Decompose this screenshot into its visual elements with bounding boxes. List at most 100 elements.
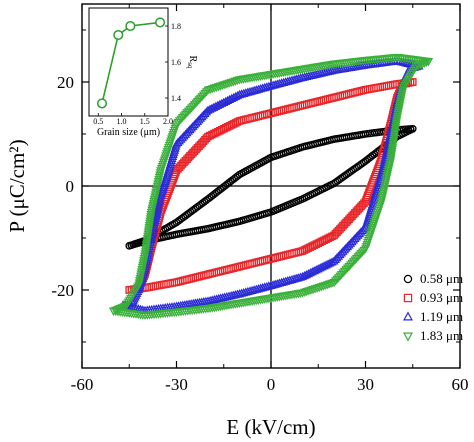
inset-series-line xyxy=(101,21,161,104)
legend-label: 0.93 μm xyxy=(420,290,463,305)
data-point xyxy=(386,154,396,163)
data-point xyxy=(299,270,310,280)
data-point xyxy=(313,264,323,273)
data-point xyxy=(390,126,400,135)
inset-x-axis-title: Grain size (μm) xyxy=(97,127,160,138)
data-point xyxy=(391,121,401,131)
data-point xyxy=(327,257,337,266)
x-tick-label: 30 xyxy=(357,375,374,394)
inset-x-tick-label: 2.0 xyxy=(163,117,173,126)
data-point xyxy=(125,242,134,250)
data-point xyxy=(383,169,393,179)
data-point xyxy=(205,85,215,95)
legend-marker xyxy=(403,274,413,284)
data-point xyxy=(331,178,340,186)
data-point xyxy=(220,81,230,90)
data-point xyxy=(398,84,408,93)
data-point xyxy=(386,152,396,161)
legend-label: 0.58 μm xyxy=(420,271,463,286)
data-point xyxy=(397,88,407,97)
x-tick-label: -30 xyxy=(165,375,188,394)
data-point xyxy=(392,115,402,124)
data-point xyxy=(394,106,404,115)
data-point xyxy=(108,307,119,316)
data-point xyxy=(379,187,389,196)
data-point xyxy=(207,85,217,94)
data-point xyxy=(393,108,403,117)
data-point xyxy=(152,206,162,215)
x-tick-label: 60 xyxy=(452,375,469,394)
data-point xyxy=(396,95,406,104)
y-tick-label: 20 xyxy=(57,73,74,92)
y-tick-label: 0 xyxy=(66,177,75,196)
inset-x-tick-label: 0.5 xyxy=(93,117,103,126)
inset-data-point xyxy=(155,17,166,28)
data-point xyxy=(228,78,238,87)
legend-marker xyxy=(403,311,413,321)
data-point xyxy=(385,161,395,170)
data-point xyxy=(382,174,392,183)
data-point xyxy=(311,265,321,274)
inset-data-point xyxy=(125,20,136,32)
data-point xyxy=(378,191,388,201)
data-point xyxy=(222,80,232,89)
data-point xyxy=(389,134,399,144)
data-point xyxy=(390,128,400,137)
data-point xyxy=(392,117,402,126)
data-point xyxy=(305,268,315,277)
data-point xyxy=(397,90,407,99)
y-tick-label: -20 xyxy=(51,281,74,300)
data-point xyxy=(380,183,390,192)
x-axis-title: E (kV/cm) xyxy=(226,415,315,439)
x-tick-label: -60 xyxy=(71,375,94,394)
data-point xyxy=(315,263,325,272)
inset-x-tick-label: 1.5 xyxy=(140,117,150,126)
data-point xyxy=(388,139,398,148)
data-point xyxy=(154,197,164,207)
data-point xyxy=(393,110,403,120)
legend-label: 1.19 μm xyxy=(420,309,463,324)
data-point xyxy=(307,267,317,276)
data-point xyxy=(380,180,390,190)
legend-marker xyxy=(403,332,413,342)
data-point xyxy=(224,79,234,88)
inset-y-tick-label: 1.8 xyxy=(171,22,181,31)
data-point xyxy=(381,176,391,185)
data-point xyxy=(232,76,242,86)
data-point xyxy=(384,165,394,174)
data-point xyxy=(153,202,163,211)
data-point xyxy=(391,123,401,133)
data-point xyxy=(388,143,398,152)
data-point xyxy=(325,258,335,267)
data-point xyxy=(390,130,400,139)
data-point xyxy=(119,303,129,312)
data-point xyxy=(389,132,399,142)
data-point xyxy=(155,193,165,202)
data-point xyxy=(383,167,393,177)
inset-chart: 0.5 1.0 1.5 2.0 1.4 1.6 1.8 Grain size (μm) Rs… xyxy=(88,7,198,138)
data-point xyxy=(203,86,213,95)
data-point xyxy=(226,79,236,88)
legend-marker xyxy=(403,293,413,303)
data-point xyxy=(395,101,405,111)
data-point xyxy=(395,99,405,108)
y-axis-title: P (μC/cm²) xyxy=(5,139,29,232)
series-loop xyxy=(108,53,434,321)
data-point xyxy=(398,86,408,95)
data-point xyxy=(381,178,391,187)
data-point xyxy=(303,268,313,278)
data-point xyxy=(309,266,319,275)
data-point xyxy=(382,172,392,181)
data-point xyxy=(396,97,406,106)
data-point xyxy=(387,150,397,159)
inset-data-point xyxy=(96,98,108,109)
data-point xyxy=(329,256,339,265)
data-point xyxy=(317,262,327,271)
data-point xyxy=(377,196,387,205)
data-point xyxy=(155,195,165,204)
data-point xyxy=(321,260,331,269)
data-point xyxy=(377,194,387,203)
data-point xyxy=(213,83,224,92)
data-point xyxy=(323,259,333,268)
